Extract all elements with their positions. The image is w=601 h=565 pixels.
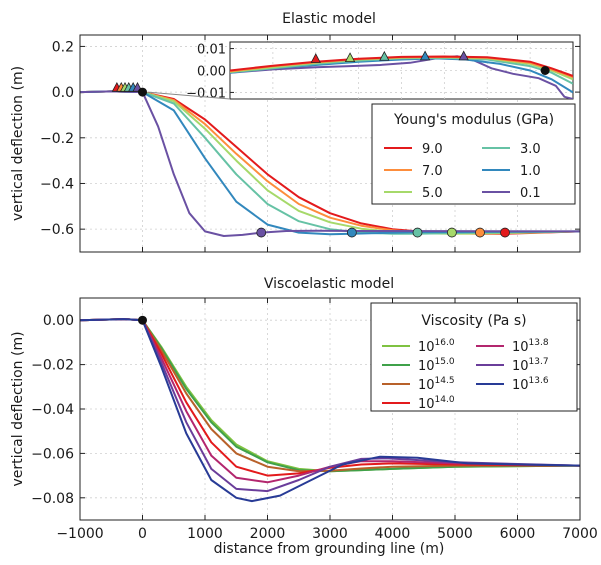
x-tick-label: 0	[138, 526, 147, 542]
grounding-line-marker	[138, 315, 147, 325]
y-tick-label: 0.00	[43, 313, 74, 329]
series-line	[79, 318, 581, 503]
viscoelastic-ticks: −1000 0 1000 2000 3000 4000 5000 6000 7000 0.00 −0…	[31, 298, 598, 542]
x-tick-label: 2000	[250, 526, 286, 542]
inset-triangle-marker	[344, 52, 356, 62]
legend-label: 1016.0	[418, 338, 455, 355]
legend-label: 7.0	[422, 164, 443, 179]
circle-marker	[446, 227, 457, 238]
x-tick-label: 4000	[375, 526, 411, 542]
x-tick-label: 5000	[437, 526, 473, 542]
x-tick-label: 6000	[500, 526, 536, 542]
viscoelastic-series	[79, 315, 581, 503]
viscoelastic-x-axis-label: distance from grounding line (m)	[214, 541, 445, 557]
y-tick-label: −0.02	[31, 358, 74, 374]
inset-triangle-marker	[379, 50, 390, 61]
legend-label: 3.0	[520, 142, 541, 157]
elastic-ticks: 0.2 0.0 −0.2 −0.4 −0.6	[40, 35, 581, 252]
legend-label: 1013.7	[512, 357, 549, 374]
elastic-legend: Young's modulus (GPa) 9.0 7.0 5.0 3.0 1.0 0.1	[371, 103, 576, 205]
legend-label: 1013.8	[512, 338, 549, 355]
inset-circle-marker	[540, 66, 550, 75]
x-tick-label: −1000	[56, 526, 103, 542]
legend-label: 1014.0	[418, 395, 455, 412]
circle-marker	[500, 227, 510, 238]
legend-label: 1.0	[520, 164, 541, 179]
elastic-plot-frame	[79, 34, 581, 253]
grounding-line-marker	[138, 87, 147, 97]
legend-label: 9.0	[422, 142, 443, 157]
x-tick-label: 7000	[562, 526, 598, 542]
viscoelastic-legend-box	[370, 302, 578, 412]
inset-triangle-marker	[419, 50, 431, 61]
circle-marker	[412, 227, 423, 238]
circle-marker	[256, 227, 267, 238]
inset-y-tick-label: 0.00	[197, 65, 226, 80]
viscoelastic-y-axis-label: vertical deflection (m)	[10, 331, 26, 486]
y-tick-label: −0.2	[40, 131, 74, 147]
elastic-legend-box	[371, 103, 576, 205]
y-tick-label: −0.08	[31, 491, 74, 507]
series-line	[79, 90, 581, 237]
x-tick-label: 1000	[187, 526, 223, 542]
viscoelastic-legend: Viscosity (Pa s) 1016.0 1015.0 1014.5 1014.…	[370, 302, 578, 412]
inset-connector	[147, 91, 231, 100]
legend-label: 5.0	[422, 186, 443, 201]
y-tick-label: −0.6	[40, 222, 74, 238]
elastic-panel-title: Elastic model	[282, 11, 376, 27]
legend-label: 1015.0	[418, 357, 455, 374]
x-tick-label: 3000	[312, 526, 348, 542]
viscoelastic-legend-title: Viscosity (Pa s)	[421, 313, 526, 329]
circle-marker	[475, 227, 485, 238]
inset-triangle-marker	[310, 53, 321, 63]
viscoelastic-panel: Viscoelastic model vertical deflection (…	[10, 276, 598, 557]
elastic-y-axis-label: vertical deflection (m)	[10, 66, 26, 221]
elastic-panel: Elastic model vertical deflection (m) 0.…	[10, 11, 581, 253]
y-tick-label: −0.04	[31, 402, 74, 418]
inset-y-tick-label: 0.01	[197, 43, 226, 58]
inset-triangle-marker	[458, 50, 469, 61]
inset-y-tick-label: −0.01	[186, 86, 226, 101]
y-tick-label: 0.0	[52, 85, 74, 101]
elastic-series	[79, 81, 581, 238]
circle-marker	[346, 227, 357, 238]
elastic-inset: 0.01 0.00 −0.01	[147, 41, 574, 101]
y-tick-label: −0.4	[40, 176, 74, 192]
legend-label: 0.1	[520, 186, 541, 201]
legend-label: 1014.5	[418, 376, 455, 393]
legend-label: 1013.6	[512, 376, 549, 393]
viscoelastic-plot-frame	[79, 297, 581, 521]
elastic-legend-title: Young's modulus (GPa)	[393, 112, 554, 128]
y-tick-label: 0.2	[52, 39, 74, 55]
viscoelastic-panel-title: Viscoelastic model	[264, 276, 394, 292]
y-tick-label: −0.06	[31, 446, 74, 462]
